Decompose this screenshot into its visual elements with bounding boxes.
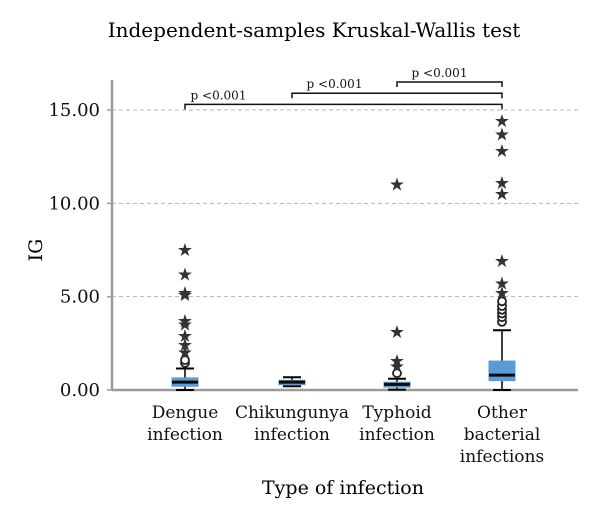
outlier-point <box>180 355 190 366</box>
box-group: ★★★★ <box>383 175 411 391</box>
extreme-point: ★ <box>494 283 510 304</box>
x-category-label-line: infections <box>460 447 544 467</box>
extreme-point: ★ <box>494 111 510 132</box>
comparison-bracket: p <0.001 <box>396 66 503 87</box>
box-group: ★★★★★★★★ <box>488 111 516 391</box>
x-category-label-line: Other <box>477 403 528 423</box>
y-axis-ticks: 0.00 5.00 10.00 15.00 <box>48 100 112 401</box>
bracket-line <box>291 92 503 99</box>
extreme-point: ★ <box>177 311 193 332</box>
outlier-point <box>497 296 507 307</box>
extreme-point: ★ <box>494 124 510 145</box>
x-category-label-line: Typhoid <box>362 403 431 423</box>
extreme-point: ★ <box>177 264 193 285</box>
x-category-label-line: infection <box>254 425 330 445</box>
extreme-point: ★ <box>177 343 193 364</box>
x-axis-title: Type of infection <box>262 477 424 499</box>
extreme-point: ★ <box>177 240 193 261</box>
y-tick-label: 10.00 <box>48 193 100 214</box>
extreme-point: ★ <box>389 322 405 343</box>
p-value-label: p <0.001 <box>307 77 363 91</box>
significance-brackets: p <0.001 p <0.001 p <0.001 <box>184 66 503 110</box>
extreme-point: ★ <box>177 315 193 336</box>
x-category-label: Dengue infection <box>147 403 223 445</box>
y-tick-label: 15.00 <box>48 100 100 121</box>
extreme-point: ★ <box>494 274 510 295</box>
y-tick-label: 0.00 <box>60 380 100 401</box>
comparison-bracket: p <0.001 <box>184 88 503 110</box>
extreme-point: ★ <box>177 285 193 306</box>
gridlines <box>112 109 578 298</box>
p-value-label: p <0.001 <box>191 88 247 102</box>
extreme-point: ★ <box>494 184 510 205</box>
x-category-label-line: bacterial <box>464 425 541 445</box>
chart-title: Independent-samples Kruskal-Wallis test <box>108 18 521 42</box>
extreme-point: ★ <box>177 326 193 347</box>
extreme-point: ★ <box>389 351 405 372</box>
bracket-line <box>184 103 503 110</box>
box-group <box>278 376 306 388</box>
y-axis-title: IG <box>25 239 47 262</box>
x-category-label-line: infection <box>359 425 435 445</box>
x-category-label-line: Dengue <box>152 403 219 423</box>
x-category-label: Other bacterial infections <box>460 403 544 467</box>
comparison-bracket: p <0.001 <box>291 77 503 99</box>
extreme-point: ★ <box>389 357 405 378</box>
extreme-point: ★ <box>494 173 510 194</box>
extreme-point: ★ <box>177 283 193 304</box>
p-value-label: p <0.001 <box>412 66 468 80</box>
x-category-label-line: Chikungunya <box>235 403 349 423</box>
box-group: ★★★★★★★★★ <box>171 240 199 391</box>
extreme-point: ★ <box>177 335 193 356</box>
extreme-point: ★ <box>389 175 405 196</box>
x-category-label-line: infection <box>147 425 223 445</box>
extreme-point: ★ <box>494 141 510 162</box>
x-category-label: Chikungunya infection <box>235 403 349 445</box>
extreme-point: ★ <box>494 251 510 272</box>
outlier-point <box>392 368 402 379</box>
bracket-line <box>396 81 503 87</box>
box-series: ★★★★★★★★★★★★★★★★★★★★★ <box>171 111 516 391</box>
y-tick-label: 5.00 <box>60 287 100 308</box>
box-iqr <box>488 360 516 382</box>
x-category-label: Typhoid infection <box>359 403 435 445</box>
